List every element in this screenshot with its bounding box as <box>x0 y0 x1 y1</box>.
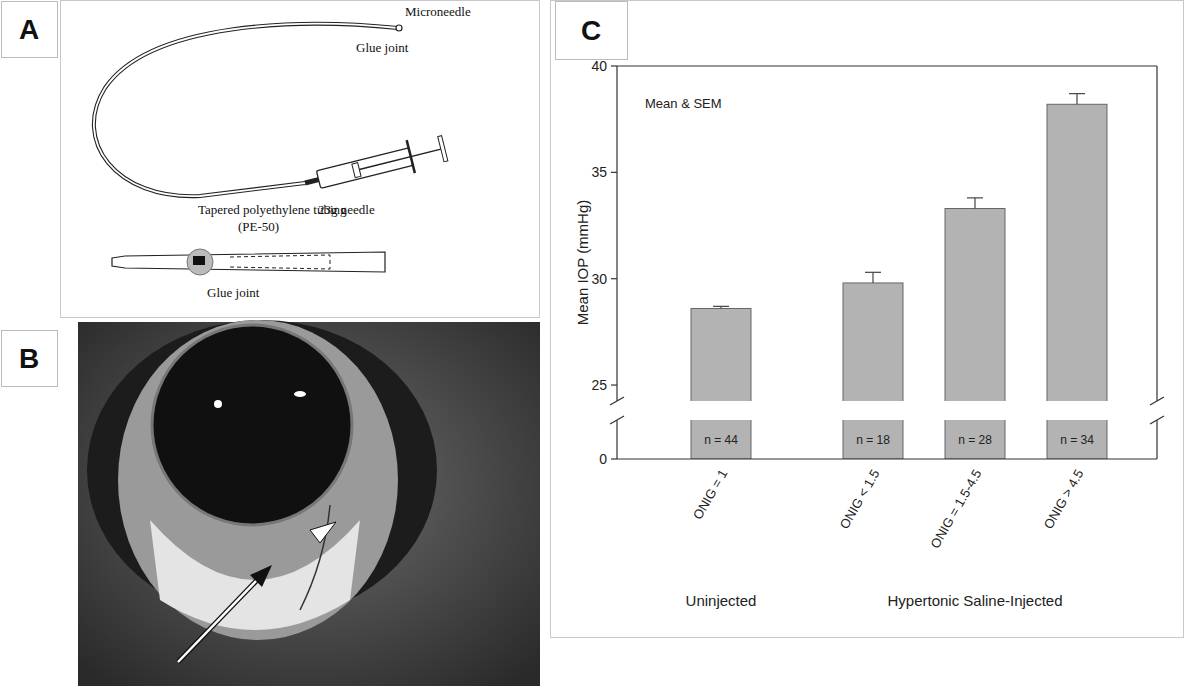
glue-joint <box>187 249 213 275</box>
error-cap <box>967 197 983 198</box>
cornea <box>152 325 352 525</box>
glue-joint-core <box>193 256 205 265</box>
error-cap <box>1069 93 1085 94</box>
error-bar <box>865 272 881 283</box>
n-label: n = 28 <box>958 433 992 447</box>
arrow-outline <box>178 575 262 662</box>
arrowhead-marker <box>310 522 336 543</box>
panel-c: 0 25 30 35 40 Mean IOP (mmHg) Mean & SEM n = 44… <box>551 1 1184 638</box>
syringe <box>301 132 449 200</box>
break-mark <box>1150 397 1164 405</box>
error-line <box>1076 94 1077 105</box>
panel-a-frame <box>61 1 540 318</box>
frame <box>617 65 1157 66</box>
panel-letter-box <box>2 331 58 387</box>
diagram-label: Microneedle <box>405 4 471 19</box>
needle-track <box>300 505 330 610</box>
needle-hub <box>304 177 319 185</box>
group-label: Hypertonic Saline-Injected <box>887 592 1062 609</box>
plunger-end <box>438 136 448 162</box>
arrow <box>178 579 258 662</box>
panel-letter: A <box>19 14 39 45</box>
frame <box>616 66 617 401</box>
bar <box>691 308 751 459</box>
x-tick-label: ONIG = 1 <box>690 467 731 522</box>
y-tick <box>611 278 617 279</box>
break-mark <box>610 416 624 424</box>
highlight <box>294 391 306 397</box>
y-tick <box>611 458 617 459</box>
panel-b <box>78 320 540 686</box>
panel-letter-box <box>2 2 58 58</box>
sclera <box>150 520 360 630</box>
break-mark <box>610 397 624 405</box>
panel-letter: B <box>19 343 39 374</box>
diagram-label: Glue joint <box>356 40 409 55</box>
frame <box>617 458 1157 459</box>
plunger-seal <box>352 163 361 178</box>
y-tick-label: 0 <box>599 451 607 467</box>
bar <box>945 209 1005 459</box>
error-line <box>974 198 975 209</box>
figure: MicroneedleGlue jointTapered polyethylen… <box>0 0 1185 686</box>
y-tick <box>611 65 617 66</box>
frame <box>1156 66 1157 401</box>
error-cap <box>865 272 881 273</box>
n-label: n = 34 <box>1060 433 1094 447</box>
x-tick-label: ONIG > 4.5 <box>1041 467 1087 532</box>
eyeball <box>118 320 398 640</box>
frame <box>1156 420 1157 459</box>
diagram-label: Glue joint <box>207 285 260 300</box>
panel-letter: C <box>581 15 601 46</box>
n-label: n = 44 <box>704 433 738 447</box>
y-tick <box>611 172 617 173</box>
needle-inner <box>230 255 330 269</box>
diagram-label: 23g needle <box>318 202 375 217</box>
error-line <box>872 272 873 283</box>
n-label: n = 18 <box>856 433 890 447</box>
microneedle-tip <box>396 25 402 31</box>
x-tick-label: ONIG = 1.5-4.5 <box>927 467 984 551</box>
highlight <box>214 400 222 408</box>
y-tick <box>611 384 617 385</box>
arrow-tip <box>250 565 272 587</box>
panel-a: MicroneedleGlue jointTapered polyethylen… <box>61 1 540 318</box>
y-axis-title: Mean IOP (mmHg) <box>574 200 591 326</box>
y-tick-label: 30 <box>591 271 607 287</box>
y-tick-label: 40 <box>591 58 607 74</box>
axis-break-band <box>611 401 1163 420</box>
panel-c-frame <box>551 1 1184 638</box>
diagram-label: (PE-50) <box>238 219 279 234</box>
y-tick-label: 25 <box>591 377 607 393</box>
frame <box>616 420 617 459</box>
x-tick-label: ONIG < 1.5 <box>837 467 883 532</box>
y-tick-label: 35 <box>591 164 607 180</box>
break-mark <box>1150 416 1164 424</box>
needle-detail <box>112 252 385 272</box>
annotation: Mean & SEM <box>645 96 722 111</box>
error-bar <box>967 198 983 209</box>
plunger-rod <box>359 149 441 169</box>
error-bar <box>713 306 729 308</box>
group-label: Uninjected <box>686 592 757 609</box>
error-bar <box>1069 94 1085 105</box>
bar <box>843 283 903 459</box>
panel-letter-box <box>556 2 628 60</box>
error-cap <box>713 306 729 307</box>
